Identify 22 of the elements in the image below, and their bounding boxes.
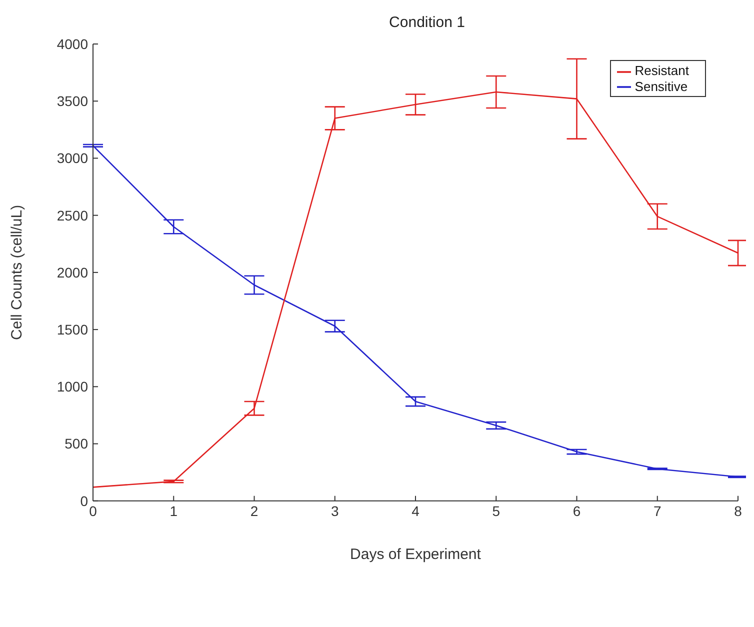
y-tick-label: 2000 <box>56 264 88 280</box>
y-tick-label: 3000 <box>56 150 88 166</box>
legend-label: Resistant <box>634 63 689 78</box>
y-tick-label: 500 <box>64 436 88 452</box>
x-axis-title: Days of Experiment <box>350 546 482 563</box>
y-tick-label: 0 <box>80 492 88 509</box>
y-axis-title: Cell Counts (cell/uL) <box>8 204 26 340</box>
x-tick-label: 8 <box>734 502 742 519</box>
x-tick-label: 6 <box>572 502 581 519</box>
y-tick-label: 4000 <box>56 36 88 52</box>
x-tick-label: 3 <box>330 502 339 519</box>
x-tick-label: 7 <box>653 502 662 519</box>
x-tick-label: 4 <box>412 502 420 519</box>
y-tick-label: 3500 <box>56 93 88 110</box>
y-tick-label: 2500 <box>56 207 88 224</box>
x-tick-label: 2 <box>250 502 258 519</box>
chart-title: Condition 1 <box>388 14 466 31</box>
y-tick-label: 1500 <box>56 322 88 338</box>
y-tick-label: 1000 <box>56 378 88 395</box>
legend-label: Sensitive <box>634 78 688 94</box>
x-tick-label: 5 <box>492 502 500 519</box>
x-tick-label: 1 <box>170 502 178 519</box>
